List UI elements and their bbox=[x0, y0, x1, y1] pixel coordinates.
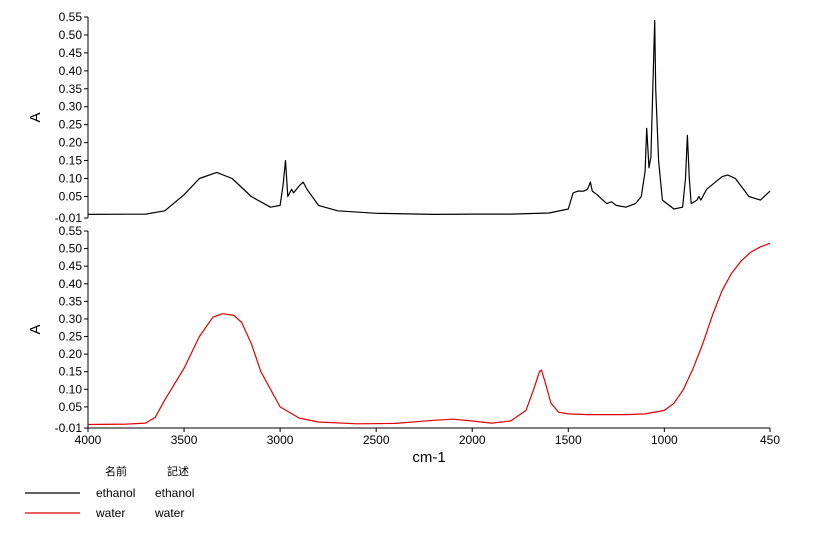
y-tick-label: -0.01 bbox=[55, 421, 83, 435]
y-tick-label: 0.30 bbox=[59, 100, 83, 114]
y-tick-label: 0.25 bbox=[59, 118, 83, 132]
y-tick-label: -0.01 bbox=[55, 211, 83, 225]
legend-header-description: 記述 bbox=[167, 464, 189, 478]
legend-description-water: water bbox=[154, 506, 184, 520]
x-tick-label: 1500 bbox=[555, 433, 582, 447]
x-tick-label: 2000 bbox=[459, 433, 486, 447]
y-tick-label: 0.20 bbox=[59, 347, 83, 361]
x-axis-title: cm-1 bbox=[412, 449, 445, 466]
y-tick-label: 0.05 bbox=[59, 189, 83, 203]
y-tick-label: 0.40 bbox=[59, 64, 83, 78]
panel-2: -0.01 0.05 0.10 0.15 0.20 0.25 0.30 0.35 0.40 0.4… bbox=[27, 224, 771, 435]
y-tick-label: 0.40 bbox=[59, 277, 83, 291]
x-tick-label: 2500 bbox=[363, 433, 390, 447]
y-tick-label: 0.50 bbox=[59, 28, 83, 42]
x-tick-label: 1000 bbox=[651, 433, 678, 447]
x-axis: 4000 3500 3000 2500 2000 1500 1000 450 bbox=[75, 427, 780, 447]
y-tick-label: 0.35 bbox=[59, 82, 83, 96]
chart-panels: -0.01 0.05 0.10 0.15 0.20 0.25 0.30 0.35 0.40 0.4… bbox=[27, 10, 771, 435]
legend-header-name: 名前 bbox=[105, 464, 127, 478]
legend-name-ethanol: ethanol bbox=[96, 486, 135, 500]
series-line-water bbox=[87, 242, 771, 426]
legend-name-water: water bbox=[95, 506, 125, 520]
legend: 名前 記述 ethanol ethanol water water bbox=[25, 464, 194, 520]
x-tick-label: 3500 bbox=[171, 433, 198, 447]
y-tick-label: 0.20 bbox=[59, 136, 83, 150]
legend-description-ethanol: ethanol bbox=[155, 486, 194, 500]
y-tick-label: 0.50 bbox=[59, 242, 83, 256]
panel-1: -0.01 0.05 0.10 0.15 0.20 0.25 0.30 0.35 0.40 0.4… bbox=[27, 10, 771, 225]
y-tick-label: 0.45 bbox=[59, 259, 83, 273]
y-tick-label: 0.45 bbox=[59, 46, 83, 60]
x-tick-label: 4000 bbox=[75, 433, 102, 447]
y-tick-label: 0.55 bbox=[59, 10, 83, 24]
y-tick-label: 0.15 bbox=[59, 365, 83, 379]
y-axis-title: A bbox=[27, 112, 44, 122]
y-tick-label: 0.15 bbox=[59, 154, 83, 168]
y-tick-label: 0.55 bbox=[59, 224, 83, 238]
y-tick-label: 0.10 bbox=[59, 382, 83, 396]
x-tick-label: 3000 bbox=[267, 433, 294, 447]
y-tick-label: 0.10 bbox=[59, 172, 83, 186]
y-tick-label: 0.25 bbox=[59, 330, 83, 344]
x-tick-label: 450 bbox=[760, 433, 780, 447]
y-tick-label: 0.30 bbox=[59, 312, 83, 326]
y-tick-label: 0.05 bbox=[59, 400, 83, 414]
series-line-ethanol bbox=[87, 20, 771, 215]
y-tick-label: 0.35 bbox=[59, 294, 83, 308]
y-axis-title: A bbox=[27, 324, 44, 334]
